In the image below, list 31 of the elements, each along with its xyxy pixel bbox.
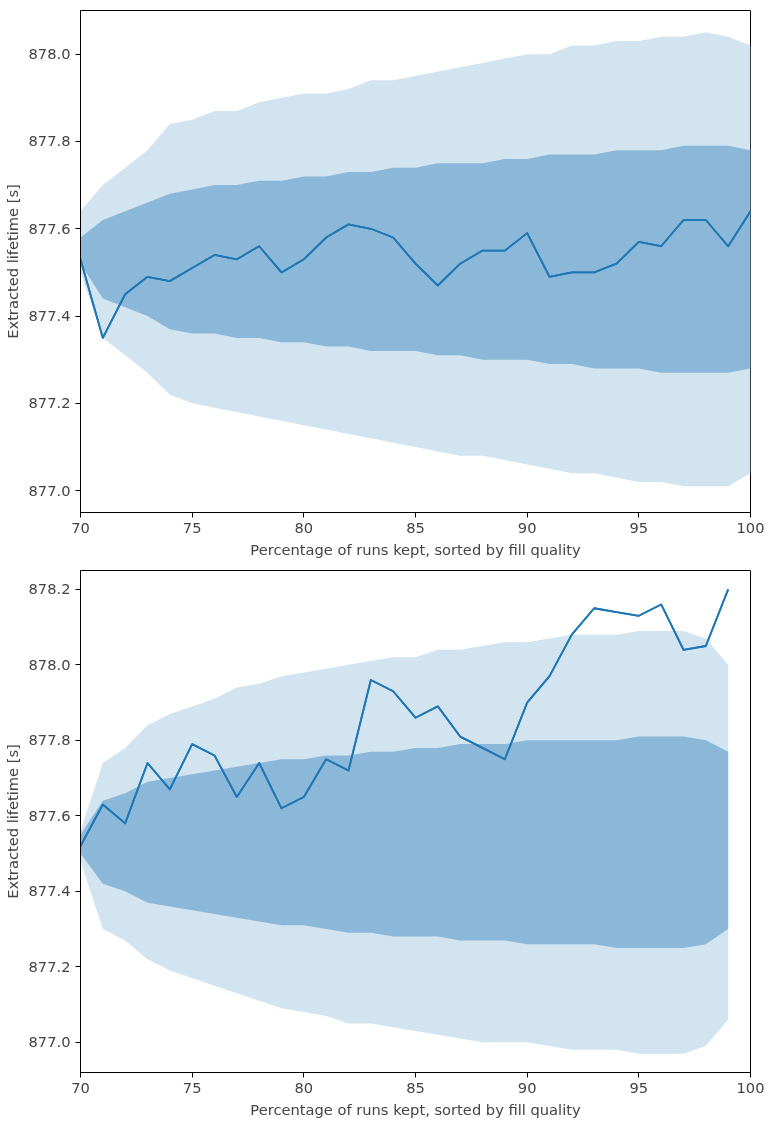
x-axis-title: Percentage of runs kept, sorted by fill quality bbox=[250, 540, 581, 558]
y-tick-label: 878.0 bbox=[28, 45, 71, 63]
y-tick-label: 877.4 bbox=[28, 882, 71, 900]
x-tick-label: 90 bbox=[517, 518, 537, 536]
x-tick-label: 85 bbox=[406, 518, 425, 536]
y-tick-label: 877.0 bbox=[28, 481, 71, 499]
x-tick-label: 70 bbox=[71, 1078, 90, 1096]
x-tick-label: 80 bbox=[294, 518, 314, 536]
x-tick-label: 100 bbox=[736, 518, 765, 536]
x-tick-label: 75 bbox=[182, 518, 202, 536]
y-tick-label: 877.0 bbox=[28, 1033, 71, 1051]
x-tick-label: 75 bbox=[182, 1078, 202, 1096]
x-tick-label: 90 bbox=[517, 1078, 537, 1096]
x-tick-label: 95 bbox=[629, 1078, 649, 1096]
x-tick-label: 70 bbox=[71, 518, 90, 536]
y-tick-label: 878.2 bbox=[28, 580, 71, 598]
y-tick-label: 878.0 bbox=[28, 655, 71, 673]
y-tick-label: 877.8 bbox=[28, 731, 71, 749]
y-tick-label: 877.2 bbox=[28, 957, 71, 975]
y-tick-label: 877.4 bbox=[28, 307, 71, 325]
y-tick-label: 877.6 bbox=[28, 806, 71, 824]
y-tick-label: 877.2 bbox=[28, 394, 71, 412]
x-tick-label: 95 bbox=[629, 518, 649, 536]
y-axis-title: Extracted lifetime [s] bbox=[3, 184, 21, 339]
y-tick-label: 877.8 bbox=[28, 132, 71, 150]
y-axis-title: Extracted lifetime [s] bbox=[3, 744, 21, 899]
x-tick-label: 80 bbox=[294, 1078, 314, 1096]
x-axis-title: Percentage of runs kept, sorted by fill quality bbox=[250, 1100, 581, 1118]
y-tick-label: 877.6 bbox=[28, 219, 71, 237]
x-tick-label: 100 bbox=[736, 1078, 765, 1096]
x-tick-label: 85 bbox=[406, 1078, 425, 1096]
